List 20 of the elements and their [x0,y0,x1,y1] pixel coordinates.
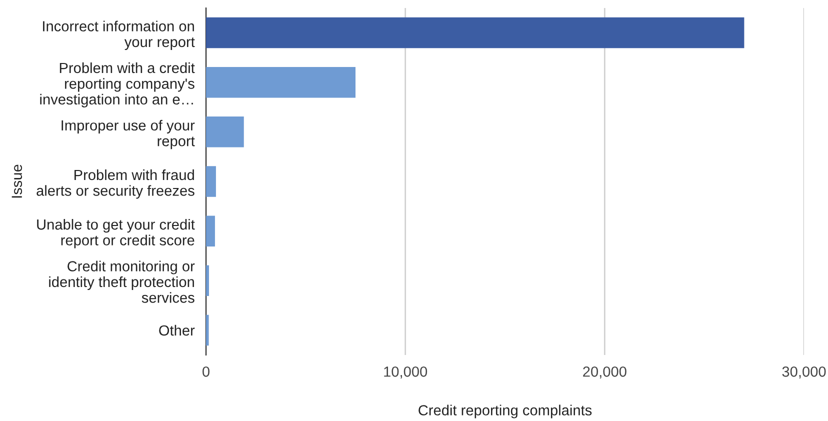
bar [206,17,744,48]
y-tick-label: Problem with a credit reporting company's investigation into an e… [40,62,195,108]
x-tick-label: 0 [202,366,210,377]
y-tick-label: Credit monitoring or identity theft protection services [49,260,195,303]
bar [206,314,209,346]
x-axis-title: Credit reporting complaints [418,404,592,418]
bar [206,265,209,296]
y-tick-label: Other [159,324,195,336]
bar [206,216,215,246]
y-tick-label: Improper use of your report [62,120,195,150]
y-tick-label: Unable to get your credit report or credit score [37,218,195,248]
y-tick-label: Problem with fraud alerts or security freezes [36,169,194,199]
x-tick-label: 20,000 [583,366,626,379]
bar [206,116,244,148]
y-axis-title: Issue [12,164,22,198]
x-tick-label: 30,000 [782,366,826,379]
x-tick-label: 10,000 [384,366,428,379]
bar [206,66,356,98]
bar [206,166,216,197]
y-tick-label: Incorrect information on your report [43,20,195,50]
